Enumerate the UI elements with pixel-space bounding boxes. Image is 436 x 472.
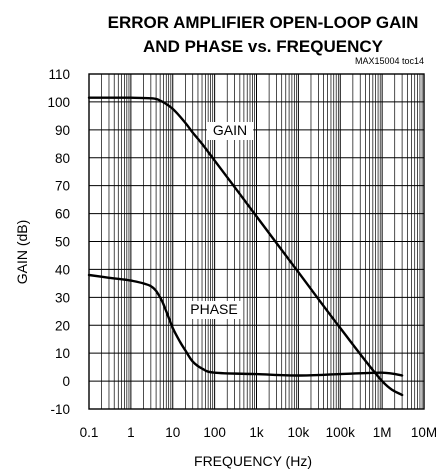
phase-label: PHASE (190, 301, 237, 317)
x-tick-label: 100 (203, 425, 226, 440)
y-tick-label: -10 (50, 402, 70, 417)
phase-label-bg (186, 301, 242, 319)
gain-label-bg (206, 122, 254, 140)
x-axis-label: FREQUENCY (Hz) (194, 453, 312, 469)
x-tick-label: 0.1 (80, 425, 99, 440)
y-tick-label: 0 (62, 374, 70, 389)
grid (88, 73, 424, 410)
figure-id: MAX15004 toc14 (355, 56, 424, 66)
x-tick-label: 1k (249, 425, 264, 440)
chart-title-line1: ERROR AMPLIFIER OPEN-LOOP GAIN (108, 13, 419, 32)
y-tick-label: 50 (55, 235, 70, 250)
curve-labels: GAIN PHASE (186, 122, 254, 319)
x-tick-label: 1M (373, 425, 392, 440)
y-tick-label: 90 (55, 123, 70, 138)
gain-curve (87, 96, 404, 397)
y-tick-label: 70 (55, 179, 70, 194)
y-tick-label: 80 (55, 151, 70, 166)
x-tick-label: 10k (287, 425, 309, 440)
y-axis-label: GAIN (dB) (14, 220, 30, 285)
gain-label: GAIN (213, 122, 247, 138)
x-tick-labels: 0.1 1 10 100 1k 10k 100k 1M 10M (80, 425, 436, 440)
x-tick-label: 100k (326, 425, 356, 440)
y-tick-label: 100 (47, 95, 70, 110)
x-tick-label: 10 (165, 425, 180, 440)
y-tick-label: 20 (55, 318, 70, 333)
chart-title-line2: AND PHASE vs. FREQUENCY (143, 37, 384, 56)
y-tick-label: 10 (55, 346, 70, 361)
x-tick-label: 1 (127, 425, 135, 440)
x-tick-label: 10M (411, 425, 436, 440)
y-tick-label: 40 (55, 262, 70, 277)
series-lines (87, 96, 404, 397)
y-tick-label: 60 (55, 207, 70, 222)
plot-frame (88, 73, 425, 410)
y-tick-label: 110 (48, 67, 70, 82)
phase-curve (87, 273, 404, 377)
y-tick-label: 30 (55, 290, 70, 305)
